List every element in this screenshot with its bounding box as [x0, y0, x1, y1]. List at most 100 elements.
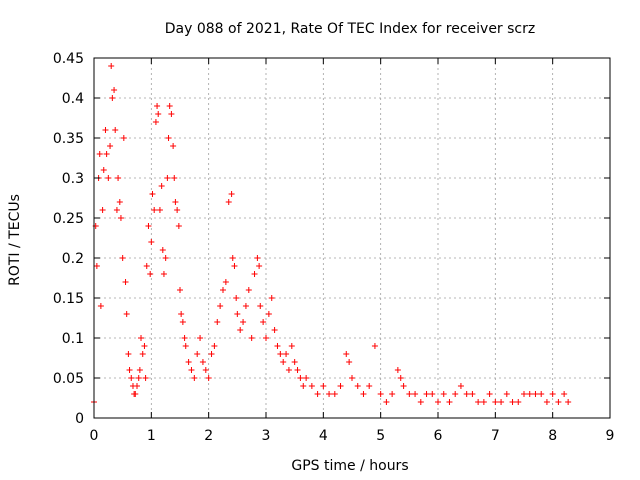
data-point [271, 327, 278, 333]
data-point [242, 303, 249, 309]
data-point [254, 255, 261, 261]
data-point [96, 151, 103, 157]
data-point [208, 351, 215, 357]
data-point [521, 391, 527, 397]
data-point [122, 279, 129, 285]
x-axis-label: GPS time / hours [291, 458, 408, 474]
data-point [128, 375, 135, 381]
data-points-layer [91, 63, 572, 405]
data-point [394, 367, 401, 373]
plot-frame [93, 57, 611, 419]
data-point [234, 311, 241, 317]
chart-title: Day 088 of 2021, Rate Of TEC Index for r… [165, 21, 535, 37]
data-point [263, 335, 269, 341]
y-tick-label: 0.15 [53, 291, 84, 307]
data-point [280, 359, 287, 365]
data-point [228, 191, 235, 197]
data-point [148, 239, 155, 245]
data-point [417, 399, 424, 405]
data-point [141, 343, 148, 349]
data-point [191, 375, 198, 381]
data-point [205, 375, 212, 381]
data-point [343, 351, 350, 357]
data-point [389, 391, 396, 397]
y-tick-label: 0.35 [53, 131, 84, 147]
data-point [337, 383, 344, 389]
data-point [164, 175, 171, 181]
data-point [360, 391, 367, 397]
data-point [125, 351, 132, 357]
data-point [134, 383, 140, 389]
data-point [123, 311, 130, 317]
data-point [202, 367, 209, 373]
data-point [229, 255, 236, 261]
x-tick-label: 0 [90, 428, 99, 444]
data-point [145, 223, 152, 229]
data-point [126, 367, 133, 373]
data-point [526, 391, 533, 397]
data-point [283, 351, 290, 357]
data-point [160, 271, 167, 277]
data-point [377, 391, 384, 397]
data-point [93, 263, 100, 269]
data-point [142, 375, 149, 381]
data-point [199, 359, 206, 365]
data-point [406, 391, 413, 397]
data-point [188, 367, 195, 373]
data-point [179, 319, 186, 325]
data-point [565, 399, 572, 405]
data-point [107, 143, 114, 149]
data-point [136, 367, 143, 373]
data-point [349, 375, 355, 381]
data-point [257, 303, 264, 309]
data-point [383, 399, 390, 405]
data-point [555, 399, 562, 405]
data-point [97, 303, 104, 309]
data-point [561, 391, 568, 397]
data-point [440, 391, 447, 397]
y-tick-label: 0.3 [62, 171, 84, 187]
y-tick-label: 0.2 [62, 251, 84, 267]
data-point [277, 351, 284, 357]
data-point [214, 319, 221, 325]
data-point [469, 391, 476, 397]
grid-layer [94, 58, 610, 418]
x-tick-label: 6 [434, 428, 443, 444]
data-point [177, 287, 183, 293]
x-tick-label: 4 [319, 428, 328, 444]
data-point [260, 319, 267, 325]
data-point [178, 311, 185, 317]
data-point [105, 175, 112, 181]
data-point [222, 279, 229, 285]
data-point [291, 359, 298, 365]
data-point [397, 375, 404, 381]
data-point [166, 103, 173, 109]
data-point [102, 127, 109, 133]
data-point [147, 271, 154, 277]
data-point [113, 207, 120, 213]
data-point [143, 263, 150, 269]
data-point [185, 359, 192, 365]
y-tick-label: 0.1 [62, 331, 84, 347]
data-point [331, 391, 338, 397]
data-point [158, 183, 165, 189]
data-point [181, 335, 188, 341]
data-point [248, 335, 255, 341]
data-point [211, 343, 218, 349]
data-point [251, 271, 258, 277]
data-point [503, 391, 510, 397]
data-point [103, 151, 110, 157]
data-point [168, 111, 175, 117]
data-point [109, 95, 116, 101]
data-point [429, 391, 436, 397]
data-point [435, 399, 441, 405]
data-point [172, 199, 179, 205]
data-point [151, 207, 158, 213]
data-point [120, 135, 127, 141]
data-point [152, 119, 159, 125]
data-point [174, 207, 181, 213]
data-point [538, 391, 545, 397]
data-point [285, 367, 292, 373]
data-point [182, 343, 189, 349]
